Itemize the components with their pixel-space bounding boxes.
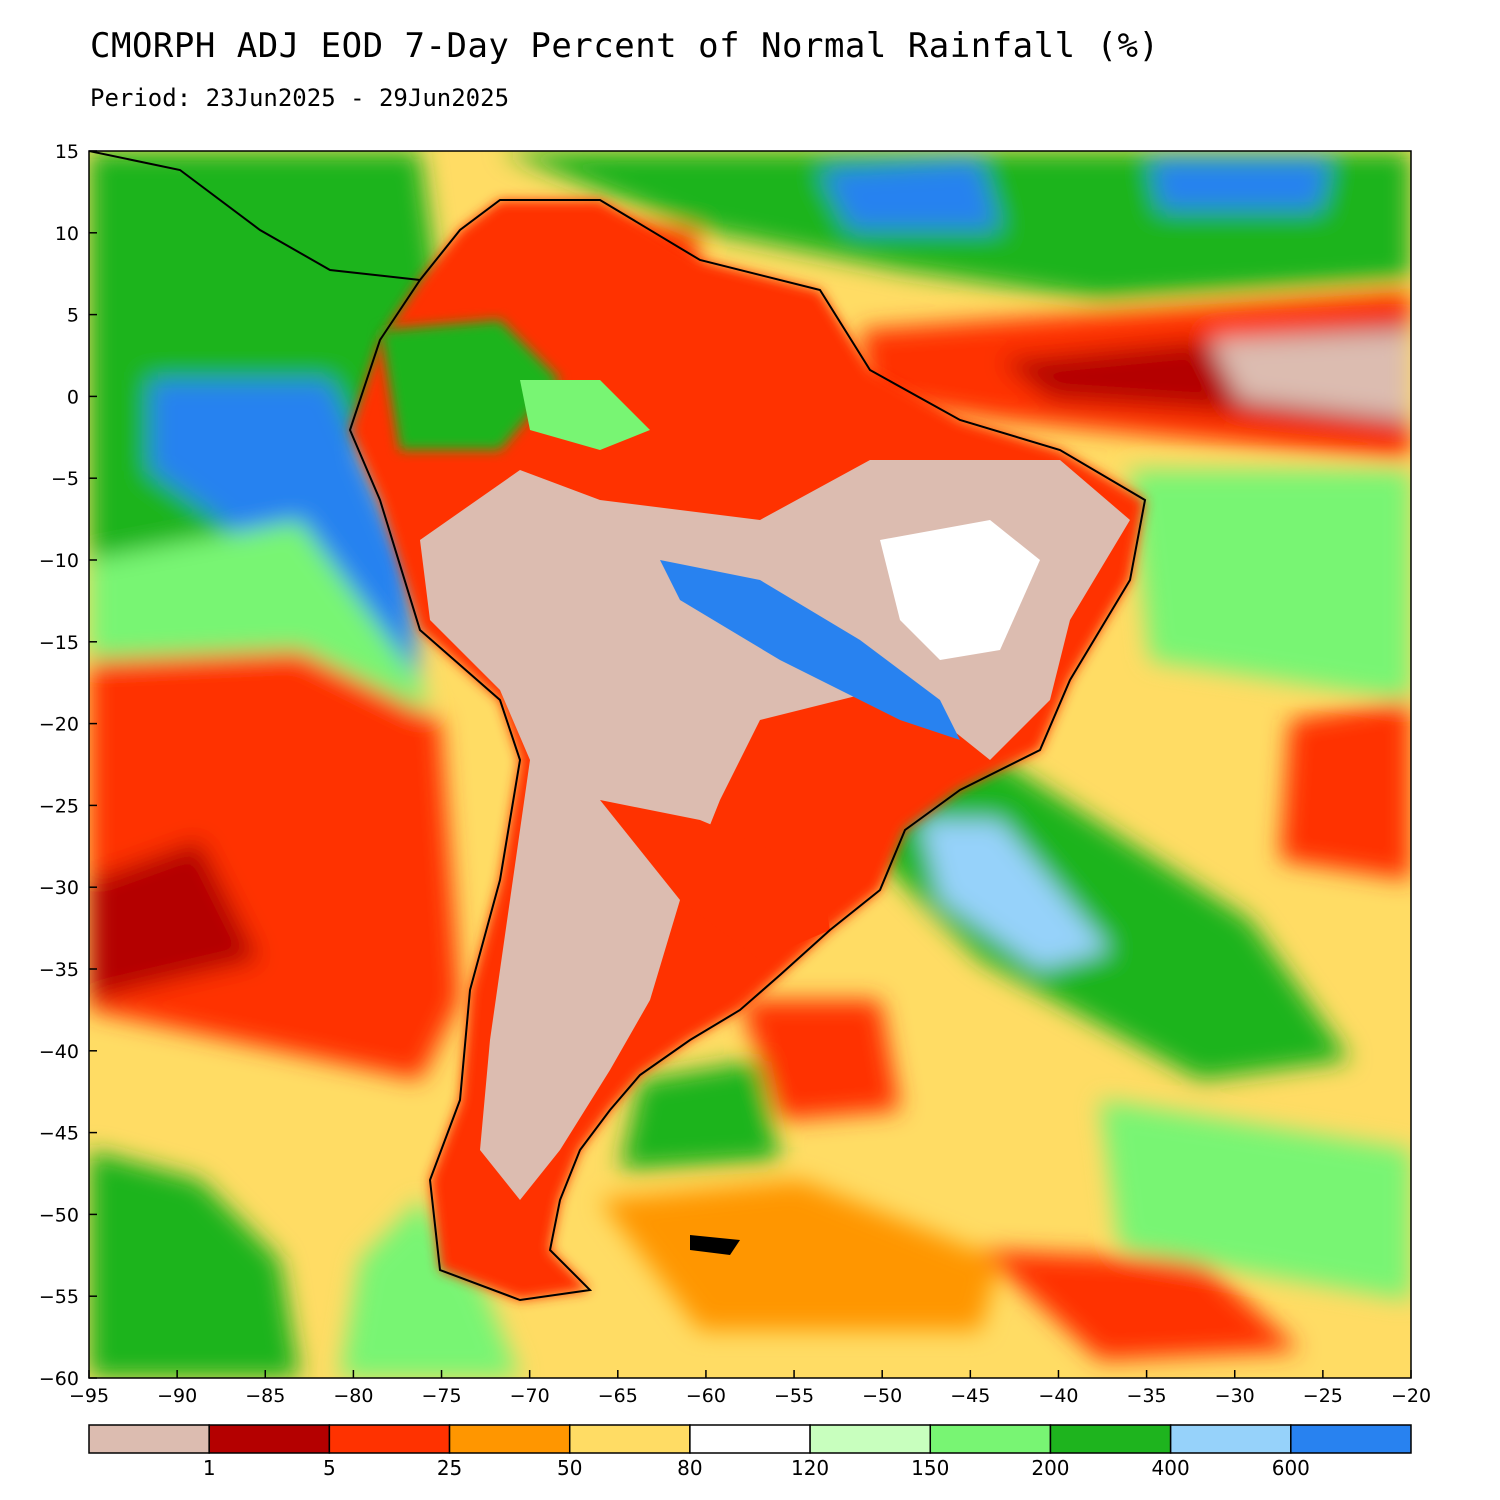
y-tick-label: −45 <box>39 1123 79 1145</box>
y-tick-label: −35 <box>39 959 79 981</box>
colorbar-swatch <box>1290 1424 1412 1454</box>
x-tick-label: −90 <box>157 1385 197 1407</box>
y-tick-label: −25 <box>39 795 79 817</box>
colorbar-label: 1 <box>203 1456 216 1480</box>
x-tick-label: −40 <box>1038 1385 1078 1407</box>
colorbar-swatch <box>328 1424 451 1454</box>
y-tick-label: −20 <box>39 714 79 736</box>
y-tick-label: 5 <box>67 305 79 327</box>
x-tick-label: −85 <box>245 1385 285 1407</box>
x-tick-label: −80 <box>333 1385 373 1407</box>
y-axis: 15 10 5 0 −5 −10 −15 −20 −25 −30 −35 −40 −45 −50 −55 −6… <box>39 141 97 1390</box>
y-tick-label: −10 <box>39 550 79 572</box>
map-plot-area <box>89 151 1411 1378</box>
y-tick-label: −40 <box>39 1041 79 1063</box>
colorbar-label: 5 <box>323 1456 336 1480</box>
colorbar-label: 50 <box>557 1456 582 1480</box>
colorbar-label: 25 <box>437 1456 462 1480</box>
colorbar-swatch <box>1169 1424 1292 1454</box>
x-tick-label: −65 <box>598 1385 638 1407</box>
x-tick-label: −35 <box>1127 1385 1167 1407</box>
period-subtitle: Period: 23Jun2025 - 29Jun2025 <box>90 84 510 112</box>
x-tick-label: −75 <box>421 1385 461 1407</box>
y-tick-label: −50 <box>39 1204 79 1226</box>
colorbar-swatch <box>448 1424 571 1454</box>
colorbar-label: 600 <box>1272 1456 1310 1480</box>
colorbar: 1 5 25 50 80 120 150 200 400 600 <box>88 1424 1412 1480</box>
y-tick-label: −60 <box>39 1368 79 1390</box>
x-tick-label: −30 <box>1215 1385 1255 1407</box>
colorbar-swatch <box>929 1424 1052 1454</box>
map-frame <box>88 150 1412 1379</box>
x-tick-label: −70 <box>510 1385 550 1407</box>
colorbar-swatch <box>568 1424 691 1454</box>
x-tick-label: −60 <box>686 1385 726 1407</box>
colorbar-label: 120 <box>791 1456 829 1480</box>
colorbar-swatch <box>208 1424 331 1454</box>
x-tick-label: −50 <box>862 1385 902 1407</box>
colorbar-swatch <box>689 1424 811 1454</box>
map-title: CMORPH ADJ EOD 7-Day Percent of Normal R… <box>90 26 1160 66</box>
y-tick-label: −15 <box>39 632 79 654</box>
colorbar-label: 80 <box>677 1456 702 1480</box>
y-tick-label: −5 <box>51 468 79 490</box>
x-tick-label: −95 <box>69 1385 109 1407</box>
y-tick-label: 10 <box>55 223 79 245</box>
y-tick-label: 0 <box>67 386 79 408</box>
x-tick-label: −25 <box>1303 1385 1343 1407</box>
colorbar-swatch <box>88 1424 210 1454</box>
x-tick-label: −45 <box>950 1385 990 1407</box>
colorbar-label: 150 <box>911 1456 949 1480</box>
colorbar-swatch <box>1049 1424 1172 1454</box>
y-tick-label: 15 <box>55 141 79 163</box>
y-tick-label: −55 <box>39 1286 79 1308</box>
y-tick-label: −30 <box>39 877 79 899</box>
colorbar-swatch <box>809 1424 932 1454</box>
x-tick-label: −20 <box>1391 1385 1431 1407</box>
x-tick-label: −55 <box>774 1385 814 1407</box>
colorbar-label: 400 <box>1152 1456 1190 1480</box>
x-axis: −95 −90 −85 −80 −75 −70 −65 −60 −55 −50 −45 −40 −35 −… <box>69 1370 1431 1407</box>
colorbar-label: 200 <box>1031 1456 1069 1480</box>
